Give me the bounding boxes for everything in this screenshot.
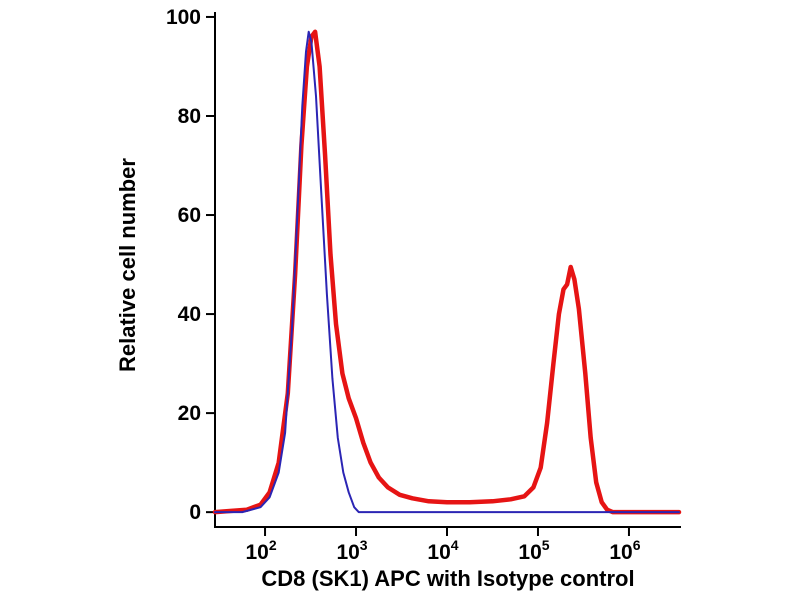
- y-tick-label: 80: [178, 105, 201, 128]
- x-tick-label: 102: [245, 537, 276, 564]
- y-tick-label: 60: [178, 204, 201, 227]
- y-tick-label: 100: [166, 6, 201, 29]
- x-tick-label: 103: [336, 537, 367, 564]
- y-tick-label: 40: [178, 303, 201, 326]
- y-tick-label: 0: [189, 501, 201, 524]
- y-axis-title: Relative cell number: [115, 158, 140, 372]
- series-isotype-control: [214, 30, 680, 514]
- x-tick-label: 105: [518, 537, 549, 564]
- x-axis-title: CD8 (SK1) APC with Isotype control: [261, 566, 635, 591]
- axis-lines: [214, 12, 681, 528]
- x-tick-label: 104: [427, 537, 458, 564]
- y-tick-label: 20: [178, 402, 201, 425]
- series-cd8-sk1-apc: [212, 29, 682, 515]
- x-tick-label: 106: [609, 537, 640, 564]
